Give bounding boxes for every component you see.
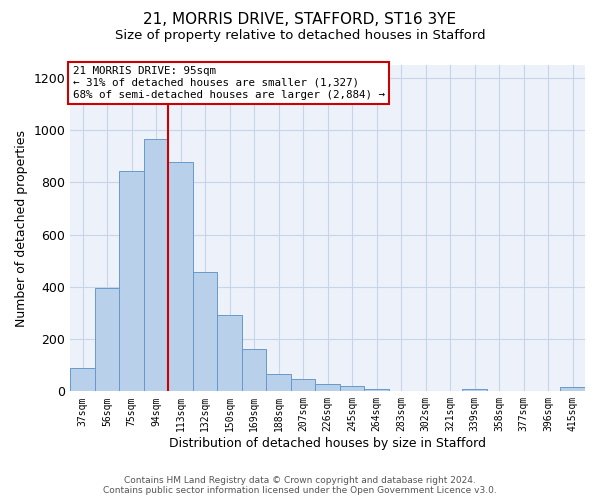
Bar (95, 288, 119, 392)
Bar (193, 272, 217, 392)
Bar (119, 170, 144, 392)
Bar (389, 390, 413, 392)
Bar (340, 386, 364, 392)
Bar (487, 390, 511, 392)
Bar (463, 388, 487, 392)
Bar (291, 378, 316, 392)
Text: Contains HM Land Registry data © Crown copyright and database right 2024.
Contai: Contains HM Land Registry data © Crown c… (103, 476, 497, 495)
Text: 21, MORRIS DRIVE, STAFFORD, ST16 3YE: 21, MORRIS DRIVE, STAFFORD, ST16 3YE (143, 12, 457, 28)
Bar (511, 390, 536, 392)
Bar (70, 368, 95, 392)
Bar (438, 390, 463, 392)
Bar (242, 349, 266, 392)
Bar (169, 162, 193, 392)
Bar (316, 384, 340, 392)
Bar (364, 388, 389, 392)
Bar (413, 390, 438, 392)
X-axis label: Distribution of detached houses by size in Stafford: Distribution of detached houses by size … (169, 437, 486, 450)
Bar (560, 388, 585, 392)
Bar (266, 374, 291, 392)
Bar (536, 390, 560, 392)
Text: 21 MORRIS DRIVE: 95sqm
← 31% of detached houses are smaller (1,327)
68% of semi-: 21 MORRIS DRIVE: 95sqm ← 31% of detached… (73, 66, 385, 100)
Bar (217, 316, 242, 392)
Bar (144, 139, 169, 392)
Y-axis label: Number of detached properties: Number of detached properties (15, 130, 28, 326)
Text: Size of property relative to detached houses in Stafford: Size of property relative to detached ho… (115, 28, 485, 42)
